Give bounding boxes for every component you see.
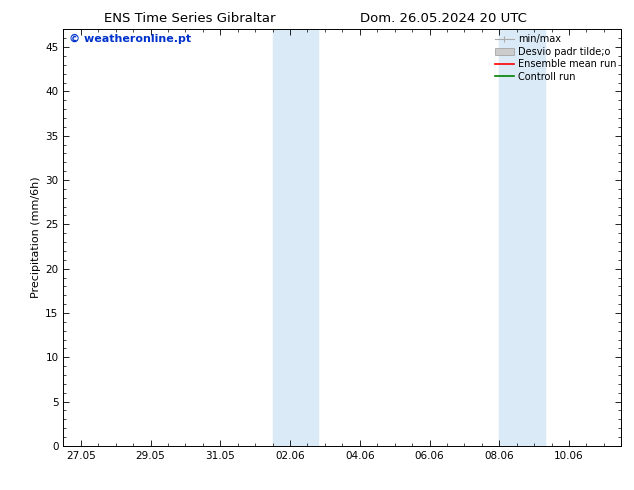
Legend: min/max, Desvio padr tilde;o, Ensemble mean run, Controll run: min/max, Desvio padr tilde;o, Ensemble m… xyxy=(493,32,618,83)
Text: Dom. 26.05.2024 20 UTC: Dom. 26.05.2024 20 UTC xyxy=(360,12,527,25)
Bar xyxy=(500,29,545,446)
Bar xyxy=(273,29,318,446)
Y-axis label: Precipitation (mm/6h): Precipitation (mm/6h) xyxy=(31,177,41,298)
Text: ENS Time Series Gibraltar: ENS Time Series Gibraltar xyxy=(105,12,276,25)
Text: © weatheronline.pt: © weatheronline.pt xyxy=(69,34,191,44)
